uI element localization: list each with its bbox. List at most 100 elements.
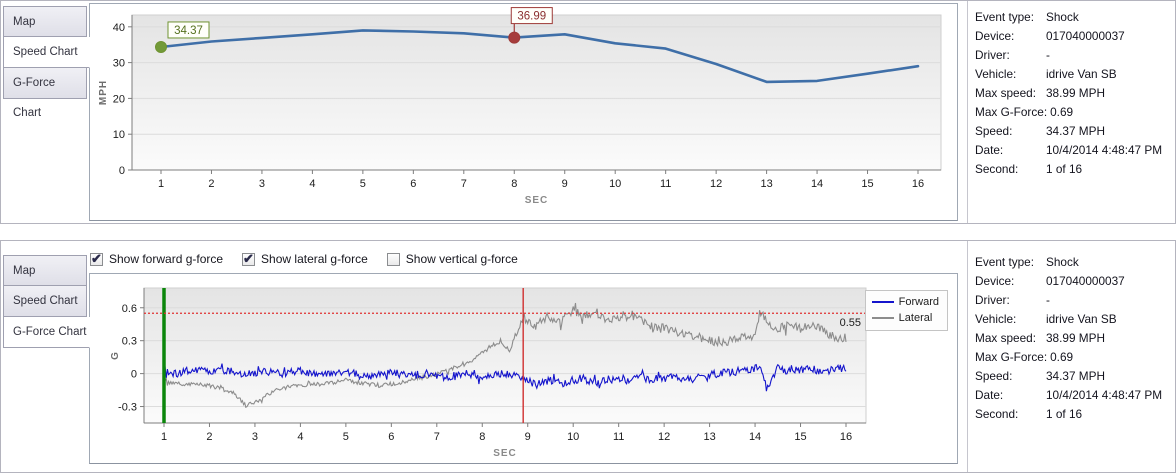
checkbox-checked-icon[interactable]: ✔ [90, 251, 103, 266]
current-second-marker [155, 40, 167, 53]
plot-area [131, 14, 942, 171]
legend: Forward Lateral [864, 290, 948, 331]
x-tick-label: 7 [434, 431, 440, 443]
tab-map[interactable]: Map [3, 6, 87, 37]
x-tick-label: 9 [562, 178, 568, 190]
info-row-driver-: Driver: - [968, 46, 1175, 65]
info-value: 10/4/2014 4:48:47 PM [1046, 143, 1163, 157]
checkbox-label: Show lateral g-force [261, 252, 368, 266]
x-tick-label: 11 [613, 431, 624, 443]
tab-g-force-chart[interactable]: G-Force Chart [3, 68, 87, 119]
x-tick-label: 8 [479, 431, 485, 443]
x-tick-label: 15 [794, 431, 806, 443]
x-tick-label: 4 [297, 431, 303, 443]
info-value: 34.37 MPH [1046, 369, 1106, 383]
info-value: 1 of 16 [1046, 407, 1083, 421]
tab-speed-chart[interactable]: Speed Chart [3, 37, 90, 68]
x-tick-label: 1 [158, 178, 164, 190]
speed-line [159, 29, 920, 84]
x-tick-label: 6 [388, 431, 394, 443]
info-row-device-: Device: 017040000037 [968, 27, 1175, 46]
info-value: Shock [1046, 10, 1079, 24]
marker-label-box [167, 21, 210, 39]
legend-item-lateral: Lateral [871, 310, 939, 326]
info-row-driver-: Driver: - [968, 291, 1175, 310]
info-value: 10/4/2014 4:48:47 PM [1046, 388, 1163, 402]
event-info-panel-bottom: Event type: Shock Device: 017040000037 Drive… [967, 241, 1175, 472]
y-tick-label: 40 [113, 22, 125, 34]
x-axis-title: SEC [493, 448, 517, 459]
info-row-vehicle-: Vehicle: idrive Van SB [968, 65, 1175, 84]
x-tick-label: 4 [309, 178, 315, 190]
y-tick-label: -0.3 [118, 402, 137, 414]
checkbox-show-forward-g-force[interactable]: ✔ Show forward g-force [90, 251, 223, 266]
gforce-tabstrip: Map Speed Chart G-Force Chart [3, 255, 90, 348]
gforce-chart[interactable]: -0.3 0 0.3 0.6 1 2 3 4 5 6 7 8 9 10 11 12 13 14 15 16 G SEC 0.… [89, 273, 958, 464]
speed-tabstrip: Map Speed Chart G-Force Chart [3, 6, 90, 119]
x-tick-label: 12 [658, 431, 670, 443]
info-row-date-: Date: 10/4/2014 4:48:47 PM [968, 386, 1175, 405]
tab-speed-chart[interactable]: Speed Chart [3, 286, 87, 317]
marker-label: 34.37 [174, 25, 203, 37]
y-axis-title: G [110, 351, 121, 360]
series-forward [163, 363, 847, 392]
x-tick-label: 2 [208, 178, 214, 190]
x-tick-label: 9 [525, 431, 531, 443]
checkbox-label: Show vertical g-force [405, 252, 518, 266]
info-value: 017040000037 [1046, 29, 1125, 43]
info-value: 017040000037 [1046, 274, 1125, 288]
gforce-chart-plot[interactable]: -0.300.30.61 2 3 4 5 6 7 8 9 10 11 12 13 14 15 16GSEC0.… [92, 276, 953, 461]
info-value: 38.99 MPH [1046, 331, 1106, 345]
info-row-max-speed-: Max speed: 38.99 MPH [968, 84, 1175, 103]
x-tick-label: 14 [749, 431, 761, 443]
tab-map[interactable]: Map [3, 255, 87, 286]
info-label: Event type: [975, 255, 1035, 269]
info-label: Speed: [975, 124, 1013, 138]
x-tick-label: 16 [912, 178, 924, 190]
info-value: idrive Van SB [1046, 312, 1117, 326]
checkbox-checked-icon[interactable]: ✔ [242, 251, 256, 266]
x-tick-label: 16 [840, 431, 852, 443]
info-row-speed-: Speed: 34.37 MPH [968, 367, 1175, 386]
event-marker [508, 31, 521, 44]
plot-area [143, 287, 867, 424]
speed-chart[interactable]: 0 10 20 30 40 1 2 3 4 5 6 7 8 9 10 11 12 13 14 15 16 MPH SEC 34… [89, 3, 958, 221]
x-tick-label: 7 [461, 178, 467, 190]
info-label: Max G-Force: [975, 350, 1048, 364]
y-tick-label: 0.6 [122, 303, 137, 315]
x-tick-label: 10 [609, 178, 621, 190]
gforce-checkbox-row: ✔ Show forward g-force ✔ Show lateral g-for… [90, 247, 959, 271]
x-tick-label: 5 [360, 178, 366, 190]
y-tick-label: 30 [113, 58, 125, 70]
info-label: Date: [975, 143, 1004, 157]
y-tick-label: 20 [113, 93, 125, 105]
checkbox-show-lateral-g-force[interactable]: ✔ Show lateral g-force [242, 251, 368, 266]
info-row-vehicle-: Vehicle: idrive Van SB [968, 310, 1175, 329]
marker-label: 36.99 [517, 11, 546, 23]
x-axis-title: SEC [525, 195, 549, 206]
info-row-second-: Second: 1 of 16 [968, 160, 1175, 179]
info-row-device-: Device: 017040000037 [968, 272, 1175, 291]
info-label: Max speed: [975, 331, 1036, 345]
x-tick-label: 5 [343, 431, 349, 443]
info-label: Speed: [975, 369, 1013, 383]
info-row-max-g-force-: Max G-Force: 0.69 [968, 348, 1175, 367]
checkbox-show-vertical-g-force[interactable]: Show vertical g-force [386, 252, 518, 266]
checkbox-unchecked-icon[interactable] [386, 252, 400, 266]
series-lateral [163, 302, 847, 409]
tab-g-force-chart[interactable]: G-Force Chart [3, 317, 90, 348]
y-axis-title: MPH [98, 80, 109, 105]
x-tick-label: 6 [410, 178, 416, 190]
info-row-event-type-: Event type: Shock [968, 8, 1175, 27]
info-value: 0.69 [1050, 105, 1074, 119]
y-tick-label: 10 [113, 129, 125, 141]
info-label: Vehicle: [975, 67, 1017, 81]
info-label: Max speed: [975, 86, 1036, 100]
info-value: - [1046, 293, 1050, 307]
x-tick-label: 11 [660, 178, 671, 190]
x-tick-label: 13 [703, 431, 715, 443]
marker-label-box [510, 7, 553, 25]
info-value: - [1046, 48, 1050, 62]
